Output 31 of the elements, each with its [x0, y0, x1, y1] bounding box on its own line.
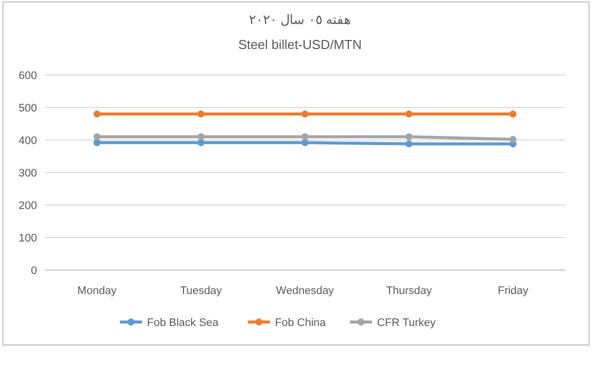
x-tick-label: Thursday [386, 285, 432, 297]
point [406, 110, 412, 118]
point [302, 133, 308, 140]
y-tick-label: 100 [18, 232, 37, 244]
y-tick-label: 200 [18, 200, 37, 212]
y-tick-label: 0 [30, 265, 37, 277]
point [510, 110, 516, 118]
point [302, 139, 308, 146]
y-tick-label: 300 [18, 168, 37, 180]
title: هفته ٠٥ سال ٢٠٢٠ [249, 12, 351, 27]
point [510, 136, 516, 143]
point [198, 133, 204, 140]
point [406, 133, 412, 140]
point [406, 140, 412, 148]
x-tick-label: Tuesday [180, 285, 222, 297]
chart-subtitle: Steel billet-USD/MTN [238, 37, 362, 52]
x-tick-label: Friday [498, 285, 529, 297]
x-tick-label: Wednesday [276, 285, 334, 297]
x-tick-label: Monday [77, 285, 118, 297]
point [94, 139, 100, 146]
y-tick-label: 500 [18, 102, 37, 114]
point [94, 110, 100, 118]
y-tick-label: 400 [18, 135, 37, 147]
point [198, 110, 204, 118]
legend-label: CFR Turkey [377, 317, 436, 329]
legend-label: Fob China [275, 317, 327, 329]
point [94, 133, 100, 140]
point [302, 110, 308, 118]
y-tick-label: 600 [18, 70, 37, 82]
point [198, 139, 204, 146]
legend-label: Fob Black Sea [147, 317, 220, 329]
